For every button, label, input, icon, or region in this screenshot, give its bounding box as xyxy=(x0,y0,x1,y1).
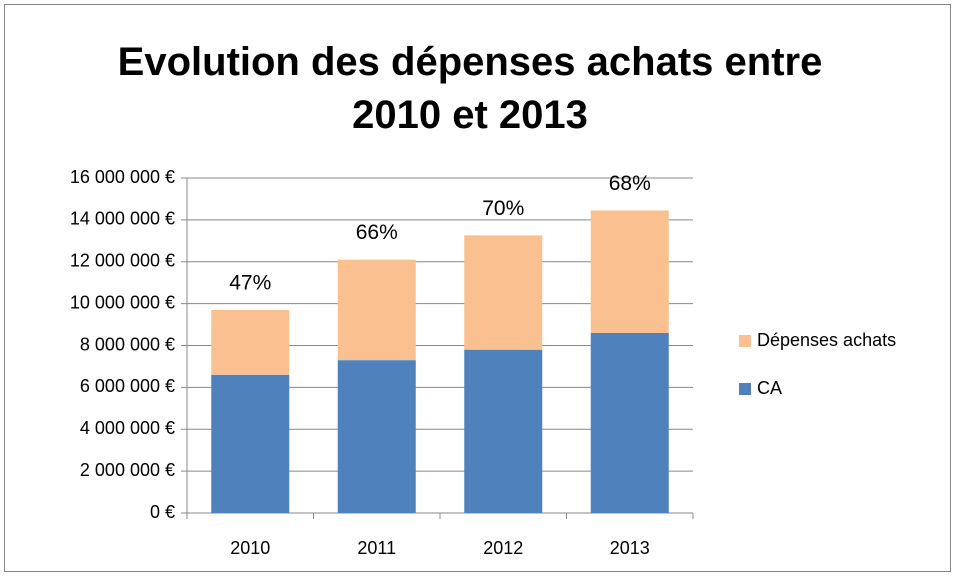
bar-annotation: 70% xyxy=(482,197,524,220)
y-tick-label: 10 000 000 € xyxy=(70,292,175,312)
x-tick-label: 2012 xyxy=(483,538,523,558)
y-tick-label: 0 € xyxy=(150,502,175,522)
legend-label: CA xyxy=(757,378,782,398)
chart-title: Evolution des dépenses achats entre 2010… xyxy=(117,40,823,137)
bar-segment xyxy=(464,235,543,350)
legend-swatch xyxy=(739,383,751,395)
legend-swatch xyxy=(739,335,751,347)
bar-segment xyxy=(337,360,416,513)
bar-annotation: 47% xyxy=(229,271,271,294)
bar-segment xyxy=(464,349,543,513)
y-tick-label: 16 000 000 € xyxy=(70,167,175,187)
bar-segment xyxy=(590,210,669,333)
bar-segment xyxy=(590,332,669,513)
bar-segment xyxy=(211,374,290,513)
x-tick-label: 2011 xyxy=(357,538,396,558)
y-tick-label: 12 000 000 € xyxy=(70,251,175,271)
x-tick-label: 2013 xyxy=(610,538,650,558)
y-tick-label: 4 000 000 € xyxy=(80,418,175,438)
bar-annotation: 68% xyxy=(609,172,651,195)
bar-segment xyxy=(337,259,416,361)
y-tick-label: 8 000 000 € xyxy=(80,334,175,354)
y-tick-label: 14 000 000 € xyxy=(70,209,175,229)
y-tick-label: 6 000 000 € xyxy=(80,376,175,396)
x-tick-label: 2010 xyxy=(230,538,270,558)
bar-segment xyxy=(211,309,290,375)
legend-label: Dépenses achats xyxy=(757,330,896,350)
bar-annotation: 66% xyxy=(356,221,398,244)
y-tick-label: 2 000 000 € xyxy=(80,460,175,480)
